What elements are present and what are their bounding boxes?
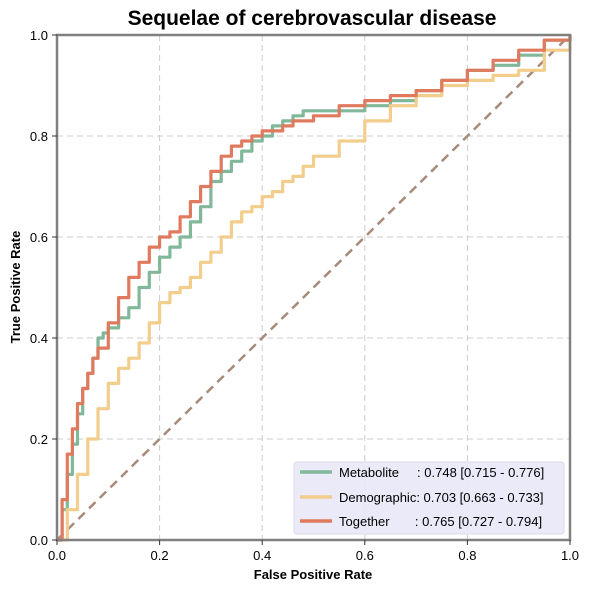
legend-box bbox=[293, 461, 565, 535]
legend: Metabolite : 0.748 [0.715 - 0.776] Demog… bbox=[293, 461, 565, 535]
axis-ticks: 0.0 0.2 0.4 0.6 0.8 1.0 0.0 0.2 0.4 0.6 0.8 1.0 bbox=[30, 28, 579, 563]
y-tick-label: 0.6 bbox=[30, 230, 48, 245]
y-tick-label: 0.0 bbox=[30, 533, 48, 548]
legend-label-metabolite: Metabolite : 0.748 [0.715 - 0.776] bbox=[339, 465, 544, 480]
y-tick-label: 0.4 bbox=[30, 331, 48, 346]
y-axis-label: True Positive Rate bbox=[8, 231, 23, 344]
x-tick-label: 0.6 bbox=[356, 548, 374, 563]
chart-title: Sequelae of cerebrovascular disease bbox=[128, 7, 497, 30]
y-tick-label: 0.2 bbox=[30, 432, 48, 447]
legend-label-together: Together : 0.765 [0.727 - 0.794] bbox=[339, 514, 542, 529]
series-line-demographic bbox=[57, 35, 572, 542]
x-tick-label: 0.2 bbox=[151, 548, 169, 563]
y-tick-label: 0.8 bbox=[30, 129, 48, 144]
x-tick-label: 0.8 bbox=[458, 548, 476, 563]
plot-frame bbox=[55, 33, 572, 542]
x-tick-label: 1.0 bbox=[561, 548, 579, 563]
series-lines bbox=[57, 35, 572, 542]
legend-label-demographic: Demographic: 0.703 [0.663 - 0.733] bbox=[339, 490, 544, 505]
x-tick-label: 0.0 bbox=[48, 548, 66, 563]
x-tick-label: 0.4 bbox=[253, 548, 271, 563]
y-tick-label: 1.0 bbox=[30, 28, 48, 43]
x-axis-label: False Positive Rate bbox=[254, 567, 373, 582]
series-line-together bbox=[57, 35, 572, 542]
grid-lines bbox=[57, 35, 570, 540]
